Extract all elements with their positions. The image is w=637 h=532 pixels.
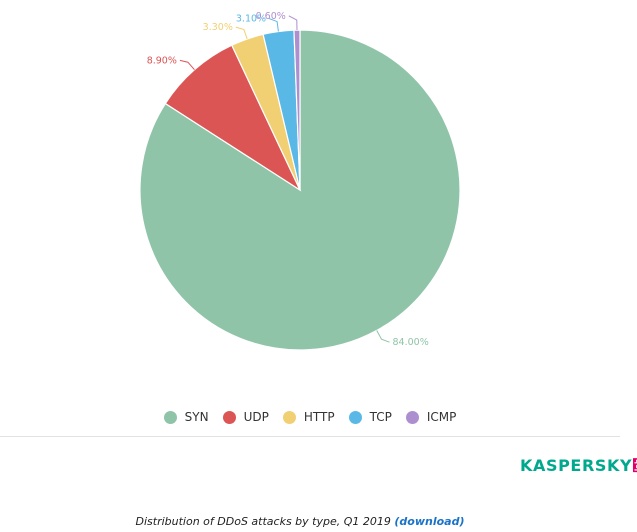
data-label-udp: 8.90% bbox=[147, 55, 177, 66]
logo-lab-badge: lab bbox=[633, 457, 637, 473]
legend-item-udp[interactable]: UDP bbox=[222, 410, 269, 424]
data-label-syn: 84.00% bbox=[393, 337, 429, 348]
legend-label-udp: UDP bbox=[243, 410, 269, 424]
legend-swatch-tcp bbox=[348, 410, 362, 424]
logo-text: KASPERSKY bbox=[520, 455, 633, 475]
legend-swatch-http bbox=[282, 410, 296, 424]
pie-slice-udp[interactable] bbox=[164, 44, 302, 192]
legend-label-tcp: TCP bbox=[369, 410, 392, 424]
caption-text: Distribution of DDoS attacks by type, Q1… bbox=[135, 515, 395, 528]
legend-item-icmp[interactable]: ICMP bbox=[405, 410, 457, 424]
divider bbox=[0, 436, 620, 437]
legend-swatch-udp bbox=[222, 410, 236, 424]
data-label-tcp: 3.10% bbox=[236, 14, 266, 25]
kaspersky-logo: KASPERSKY lab bbox=[520, 452, 637, 478]
legend-label-syn: SYN bbox=[184, 410, 209, 424]
label-connector-http bbox=[235, 26, 248, 40]
download-link[interactable]: (download) bbox=[394, 515, 465, 528]
data-label-http: 3.30% bbox=[203, 22, 233, 33]
label-connector-udp bbox=[179, 59, 195, 71]
legend-label-http: HTTP bbox=[303, 410, 335, 424]
label-connector-tcp bbox=[268, 18, 279, 32]
legend-item-tcp[interactable]: TCP bbox=[348, 410, 392, 424]
legend-label-icmp: ICMP bbox=[426, 410, 457, 424]
legend-swatch-syn bbox=[163, 410, 177, 424]
pie-slice-icmp[interactable] bbox=[293, 29, 301, 191]
label-connector-syn bbox=[376, 330, 390, 343]
chart-caption: Distribution of DDoS attacks by type, Q1… bbox=[0, 515, 600, 528]
legend-item-syn[interactable]: SYN bbox=[163, 410, 209, 424]
label-connector-icmp bbox=[288, 15, 298, 31]
pie-chart: 84.00% 8.90% 3.30%3.10%0.60% bbox=[139, 11, 461, 351]
data-label-icmp: 0.60% bbox=[256, 11, 286, 22]
legend-item-http[interactable]: HTTP bbox=[282, 410, 335, 424]
chart-legend: SYN UDP HTTP TCP ICMP bbox=[0, 408, 620, 426]
legend-swatch-icmp bbox=[405, 410, 419, 424]
